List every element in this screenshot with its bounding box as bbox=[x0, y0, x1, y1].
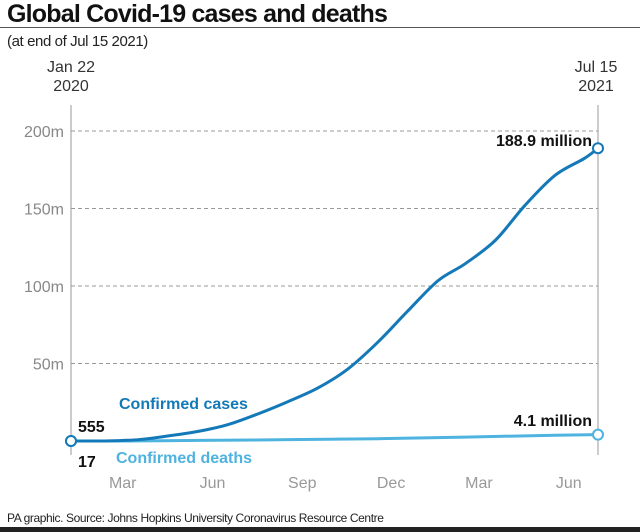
y-tick-label: 100m bbox=[24, 279, 64, 296]
end-point-marker bbox=[592, 428, 604, 441]
cases-start-value: 555 bbox=[78, 419, 105, 436]
title-divider bbox=[0, 27, 640, 28]
chart-subtitle: (at end of Jul 15 2021) bbox=[7, 33, 148, 50]
x-tick-label: Jun bbox=[556, 475, 582, 492]
y-tick-label: 200m bbox=[24, 124, 64, 141]
x-end-label: 2021 bbox=[578, 78, 614, 95]
start-point-marker bbox=[65, 434, 77, 447]
y-tick-label: 150m bbox=[24, 202, 64, 219]
y-tick-label: 50m bbox=[33, 357, 64, 374]
x-tick-label: Dec bbox=[377, 475, 405, 492]
source-note: PA graphic. Source: Johns Hopkins Univer… bbox=[7, 511, 384, 525]
x-end-label: Jul 15 bbox=[575, 59, 618, 76]
deaths-start-value: 17 bbox=[78, 454, 96, 471]
x-tick-label: Mar bbox=[109, 475, 137, 492]
x-start-label: 2020 bbox=[53, 78, 89, 95]
x-tick-label: Sep bbox=[288, 475, 317, 492]
x-tick-label: Mar bbox=[465, 475, 493, 492]
end-point-marker bbox=[592, 142, 604, 155]
x-start-label: Jan 22 bbox=[47, 59, 95, 76]
bottom-bar bbox=[0, 527, 640, 532]
x-tick-label: Jun bbox=[200, 475, 226, 492]
deaths-series-label: Confirmed deaths bbox=[116, 450, 252, 467]
chart-title: Global Covid-19 cases and deaths bbox=[7, 0, 388, 28]
deaths-end-value: 4.1 million bbox=[514, 413, 592, 430]
cases-line bbox=[69, 146, 600, 443]
cases-series-label: Confirmed cases bbox=[119, 396, 248, 413]
cases-end-value: 188.9 million bbox=[496, 133, 592, 150]
deaths-line bbox=[69, 433, 600, 443]
